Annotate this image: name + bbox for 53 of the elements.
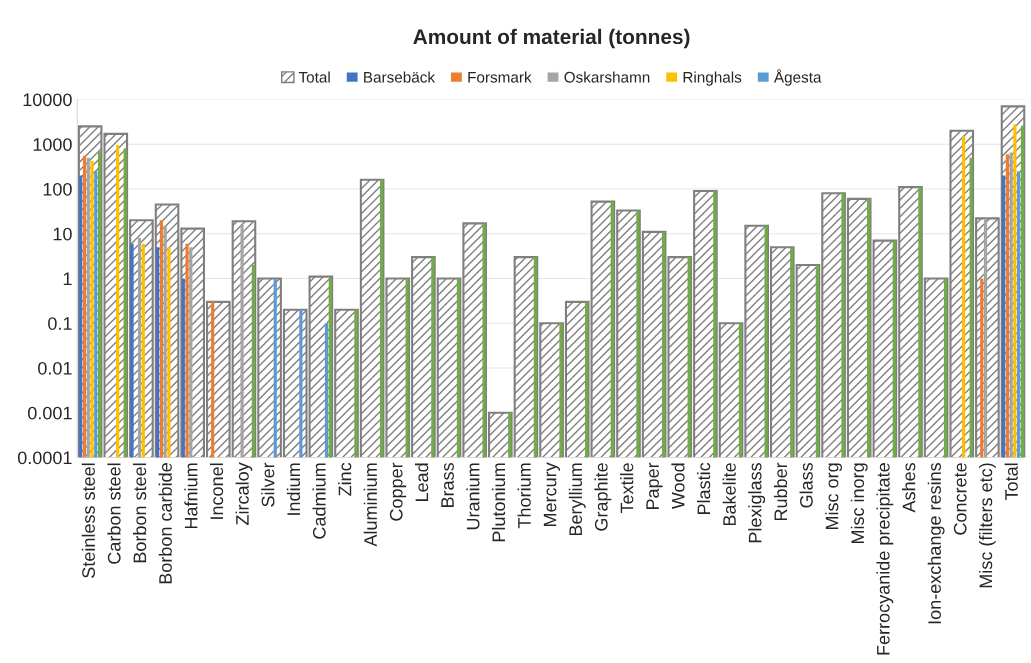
y-tick-label: 0.0001 [17, 451, 72, 465]
x-tick-label: Ion-exchange resins [927, 462, 945, 624]
x-tick-label: Mercury [543, 462, 560, 527]
y-tick-label: 100 [43, 182, 72, 196]
x-tick-label: Graphite [594, 463, 612, 531]
x-tick-label: Thorium [517, 463, 531, 529]
x-tick-label: Total [1004, 463, 1018, 501]
x-tick-label: Silver [261, 462, 275, 507]
x-tick-label: Plexiglass [748, 462, 766, 543]
x-tick-label: Borbon carbide [158, 463, 172, 584]
legend-label: Ringhals [683, 71, 742, 86]
x-tick-label: Aluminium [363, 463, 377, 547]
y-tick-label: 0.01 [38, 361, 72, 375]
y-tick-label: 1000 [33, 138, 72, 151]
x-tick-label: Wood [671, 463, 685, 510]
x-tick-label: Ferrocyanide precipitate [876, 463, 894, 655]
x-tick-label: Zinc [338, 462, 352, 496]
legend-label: Ågesta [773, 69, 822, 86]
x-tick-label: Ashes [902, 462, 916, 513]
x-tick-label: Misc org [825, 463, 842, 530]
chart-title: Amount of material (tonnes) [413, 28, 690, 49]
y-tick-label: 0.1 [48, 317, 72, 330]
x-tick-label: Indium [286, 463, 301, 515]
x-tick-label: Lead [414, 463, 429, 502]
x-tick-label: Steinless steel [81, 463, 95, 578]
x-tick-label: Beryllium [568, 463, 586, 536]
x-tick-label: Carbon steel [107, 463, 121, 564]
x-tick-label: Zircaloy [235, 462, 253, 525]
y-tick-label: 1 [63, 272, 72, 285]
x-tick-label: Plastic [696, 462, 711, 515]
x-tick-label: Rubber [773, 462, 788, 521]
x-tick-label: Uranium [466, 463, 480, 530]
x-tick-label: Copper [389, 462, 407, 521]
x-tick-label: Inconel [209, 463, 224, 519]
x-tick-label: Misc (filters etc) [978, 463, 996, 588]
legend-label: Barsebäck [364, 71, 436, 83]
x-tick-label: Plutonium [491, 463, 506, 542]
x-tick-label: Cadmium [312, 463, 326, 539]
legend-label: Forsmark [468, 71, 532, 83]
y-tick-label: 10000 [23, 93, 72, 107]
x-tick-label: Brass [441, 462, 454, 507]
x-tick-label: Hafnium [184, 463, 198, 529]
x-tick-label: Concrete [953, 463, 967, 535]
legend-label: Oskarshamn [564, 71, 650, 83]
x-tick-label: Bakelite [722, 463, 736, 526]
x-tick-label: Misc inorg [850, 463, 868, 544]
x-tick-label: Borbon steel [133, 463, 147, 563]
y-tick-label: 0.001 [27, 406, 72, 420]
legend-label: Total [298, 71, 330, 83]
x-tick-label: Glass [799, 462, 813, 508]
x-tick-label: Textile [620, 463, 634, 514]
x-tick-label: Paper [646, 462, 663, 510]
y-tick-label: 10 [53, 227, 72, 241]
